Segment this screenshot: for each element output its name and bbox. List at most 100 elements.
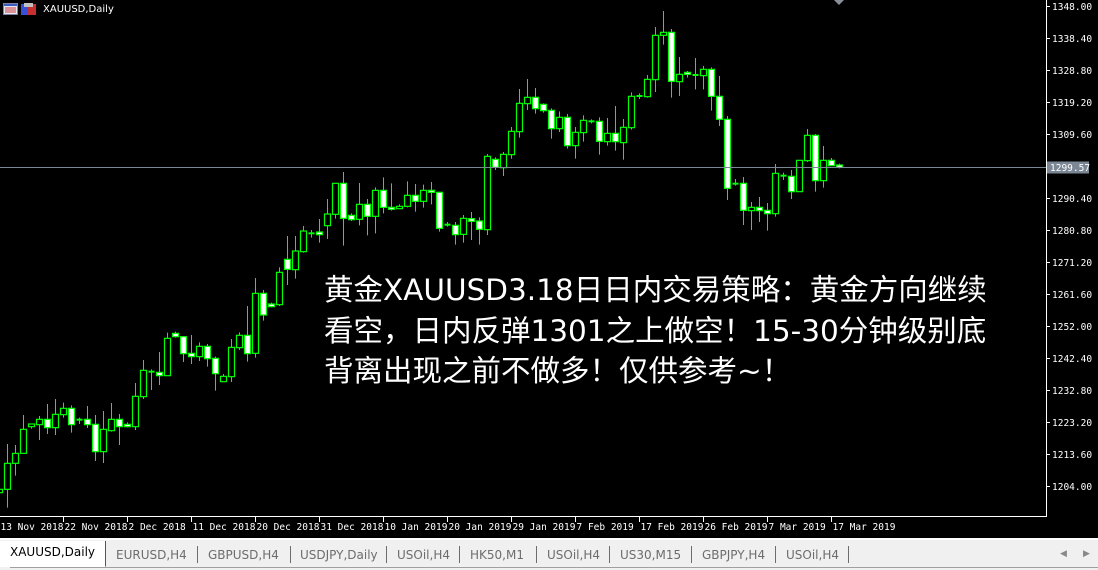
- candle-body: [787, 175, 796, 193]
- tab-hk50-m1[interactable]: HK50,M1: [470, 548, 524, 562]
- candle: [148, 369, 155, 390]
- candle-body: [195, 345, 204, 358]
- candle-body: [363, 203, 372, 217]
- candle: [507, 127, 516, 159]
- save-floppy-icon: [21, 3, 36, 15]
- candle-body: [283, 258, 292, 270]
- candle-body: [115, 418, 124, 428]
- tab-us30-m15[interactable]: US30,M15: [620, 548, 682, 562]
- candle-body: [0, 488, 4, 494]
- candle: [251, 278, 260, 358]
- price-tick-label: 1242.40: [1052, 354, 1092, 365]
- candle: [819, 146, 828, 188]
- candle-body: [499, 153, 508, 169]
- candle: [347, 213, 356, 221]
- candle: [579, 115, 588, 142]
- tab-usoil-h4[interactable]: USOil,H4: [397, 548, 450, 562]
- candle: [483, 154, 492, 235]
- tab-xauusd-daily[interactable]: XAUUSD,Daily: [0, 541, 107, 567]
- candle-body: [531, 96, 540, 110]
- overlay-line-3: 背离出现之前不做多！仅供参考~！: [324, 354, 792, 388]
- candle-body: [291, 250, 300, 271]
- candle-body: [579, 119, 588, 134]
- candle: [67, 405, 76, 433]
- candle-body: [299, 230, 308, 253]
- tab-usdjpy-daily[interactable]: USDJPY,Daily: [300, 548, 378, 562]
- candle-body: [619, 126, 628, 144]
- tab-usoil-h4-2[interactable]: USOil,H4: [547, 548, 600, 562]
- chart-title: XAUUSD,Daily: [43, 3, 114, 15]
- chart-shift-marker-icon[interactable]: [834, 0, 844, 5]
- candle: [827, 158, 836, 167]
- candle: [611, 106, 620, 151]
- tab-usoil-h4-3[interactable]: USOil,H4: [786, 548, 839, 562]
- candle-body: [331, 182, 340, 215]
- time-tick-label: 22 Nov 2018: [65, 522, 128, 533]
- scroll-left-icon[interactable]: ◀: [1060, 549, 1067, 559]
- candle: [235, 332, 244, 350]
- candle-body: [387, 206, 396, 210]
- tab-gbpusd-h4[interactable]: GBPUSD,H4: [208, 548, 279, 562]
- candle: [723, 116, 732, 200]
- candle: [243, 306, 252, 362]
- candle: [707, 67, 716, 111]
- candle: [699, 66, 708, 90]
- time-tick-label: 20 Jan 2019: [449, 522, 512, 533]
- candle-body: [739, 182, 748, 211]
- candle-body: [451, 224, 460, 236]
- candle: [379, 177, 388, 214]
- chart-title-bar: XAUUSD,Daily: [3, 3, 114, 15]
- candle: [667, 29, 676, 98]
- candle-body: [59, 407, 68, 416]
- candle-body: [491, 158, 500, 168]
- chart-area[interactable]: 1348.00 1338.40 1328.80 1319.20 1309.60 1290.…: [0, 0, 1098, 538]
- candle: [571, 127, 580, 159]
- candle-body: [403, 194, 412, 207]
- candle-body: [627, 95, 636, 129]
- candle-body: [539, 103, 548, 112]
- candle: [459, 215, 468, 243]
- candle-body: [683, 71, 692, 75]
- candle-body: [571, 131, 580, 147]
- tab-eurusd-h4[interactable]: EURUSD,H4: [116, 548, 187, 562]
- candle: [643, 75, 652, 98]
- candle-body: [507, 130, 516, 156]
- candle-body: [67, 407, 76, 426]
- candle: [683, 71, 692, 78]
- candle: [308, 230, 315, 238]
- scroll-right-icon[interactable]: ▶: [1083, 549, 1090, 559]
- candle: [739, 177, 748, 225]
- candle: [227, 339, 236, 382]
- time-tick-label: 17 Feb 2019: [641, 522, 704, 533]
- candle: [163, 332, 172, 377]
- candle-body: [379, 189, 388, 208]
- candle: [139, 360, 148, 399]
- candlestick-chart[interactable]: 1348.00 1338.40 1328.80 1319.20 1309.60 1290.…: [0, 0, 1098, 538]
- price-tick-label: 1319.20: [1052, 98, 1092, 109]
- candle: [435, 191, 444, 232]
- candle-body: [763, 209, 772, 215]
- price-tick-label: 1232.80: [1052, 386, 1092, 397]
- candle-body: [547, 109, 556, 130]
- price-tick-label: 1261.60: [1052, 290, 1092, 301]
- candle: [771, 164, 780, 217]
- candle-body: [275, 271, 284, 306]
- candle: [315, 219, 324, 243]
- price-tick-label: 1348.00: [1052, 2, 1092, 13]
- candle-body: [203, 345, 212, 360]
- time-tick-label: 29 Jan 2019: [513, 522, 576, 533]
- tab-gbpjpy-h4[interactable]: GBPJPY,H4: [702, 548, 766, 562]
- candle: [203, 344, 212, 367]
- time-tick-label: 7 Feb 2019: [577, 522, 634, 533]
- tab-separator: [536, 546, 537, 563]
- candle: [491, 157, 500, 170]
- candle: [27, 423, 36, 429]
- candle-body: [259, 292, 268, 316]
- price-tick-label: 1223.20: [1052, 418, 1092, 429]
- candle-body: [19, 428, 28, 454]
- tab-separator: [197, 546, 198, 563]
- candle: [595, 117, 604, 155]
- candle-body: [91, 423, 100, 453]
- candle: [419, 184, 428, 208]
- candle-body: [323, 213, 332, 227]
